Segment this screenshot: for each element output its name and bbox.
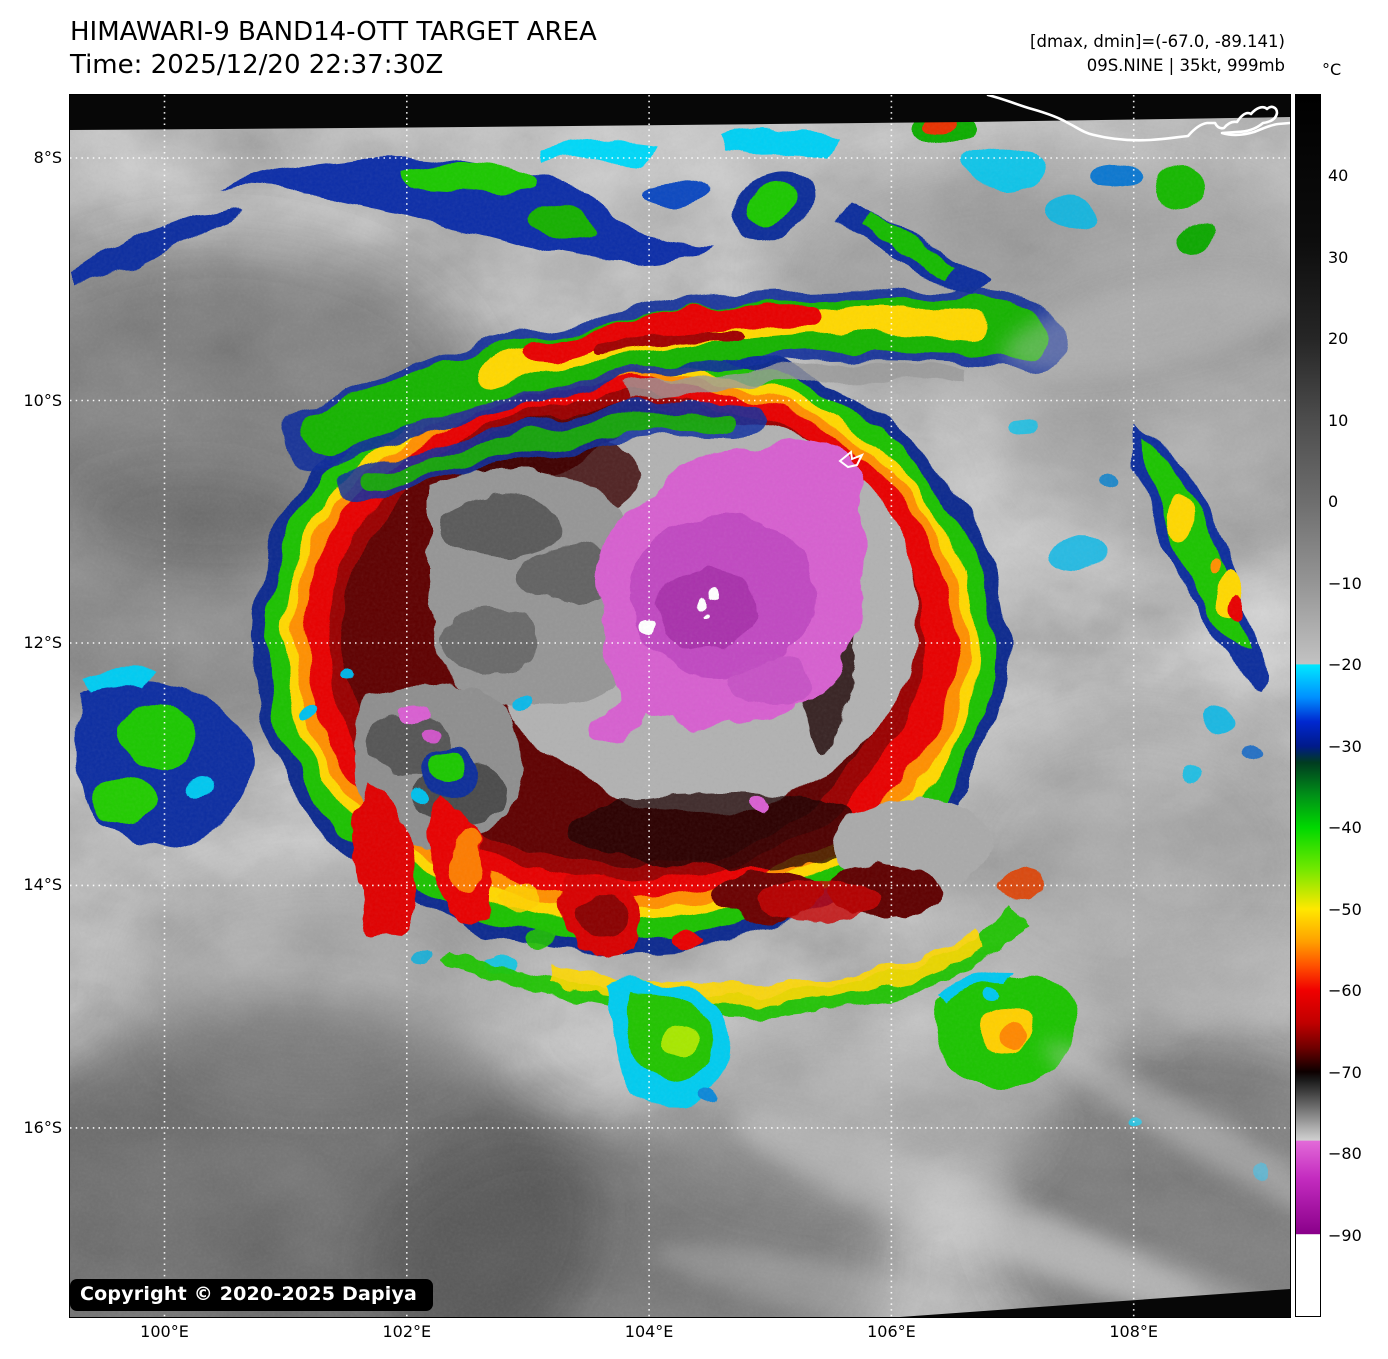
colorbar-tick: −20 [1328, 655, 1362, 675]
colorbar-gradient [1296, 95, 1320, 1316]
annotation-block: [dmax, dmin]=(-67.0, -89.141) 09S.NINE |… [1030, 30, 1285, 78]
scan-edge-top [70, 95, 1290, 130]
copyright-badge: Copyright © 2020-2025 Dapiya [70, 1279, 434, 1311]
dmax-dmin-annotation: [dmax, dmin]=(-67.0, -89.141) [1030, 32, 1285, 51]
storm-info-annotation: 09S.NINE | 35kt, 999mb [1086, 56, 1285, 75]
latitude-tick: 12°S [23, 632, 62, 652]
storm-center-marker [838, 450, 865, 469]
colorbar-unit-label: °C [1322, 60, 1342, 79]
scan-edge-bottom [900, 1289, 1290, 1317]
pixel-grain [70, 95, 1290, 1317]
coastline-path [986, 95, 1290, 142]
colorbar-tick: −30 [1328, 736, 1362, 756]
satellite-map: Copyright © 2020-2025 Dapiya [69, 94, 1291, 1318]
latitude-tick: 14°S [23, 875, 62, 895]
colorbar-tick: 0 [1328, 492, 1339, 512]
colorbar [1295, 94, 1321, 1317]
latitude-tick: 16°S [23, 1117, 62, 1137]
colorbar-tick: −90 [1328, 1225, 1362, 1245]
colorbar-tick: −60 [1328, 981, 1362, 1001]
figure-title: HIMAWARI-9 BAND14-OTT TARGET AREA [70, 17, 597, 47]
longitude-tick: 104°E [624, 1322, 674, 1341]
longitude-tick: 106°E [867, 1322, 916, 1341]
colorbar-tick: −80 [1328, 1144, 1362, 1164]
colorbar-tick: −50 [1328, 899, 1362, 919]
figure-time: Time: 2025/12/20 22:37:30Z [70, 50, 444, 80]
colorbar-tick: 30 [1328, 247, 1349, 267]
longitude-tick: 108°E [1109, 1322, 1159, 1341]
satellite-image [70, 95, 1290, 1317]
longitude-tick: 102°E [382, 1322, 432, 1341]
latitude-tick: 8°S [33, 148, 62, 168]
colorbar-tick: −10 [1328, 573, 1362, 593]
colorbar-tick: 10 [1328, 410, 1349, 430]
colorbar-tick: 40 [1328, 166, 1349, 186]
colorbar-tick: −70 [1328, 1062, 1362, 1082]
longitude-tick: 100°E [140, 1322, 189, 1341]
lat-lon-gridlines [70, 95, 1290, 1317]
colorbar-tick: 20 [1328, 329, 1349, 349]
title-block: HIMAWARI-9 BAND14-OTT TARGET AREA Time: … [70, 16, 597, 82]
colorbar-tick: −40 [1328, 818, 1362, 838]
latitude-tick: 10°S [23, 390, 62, 410]
